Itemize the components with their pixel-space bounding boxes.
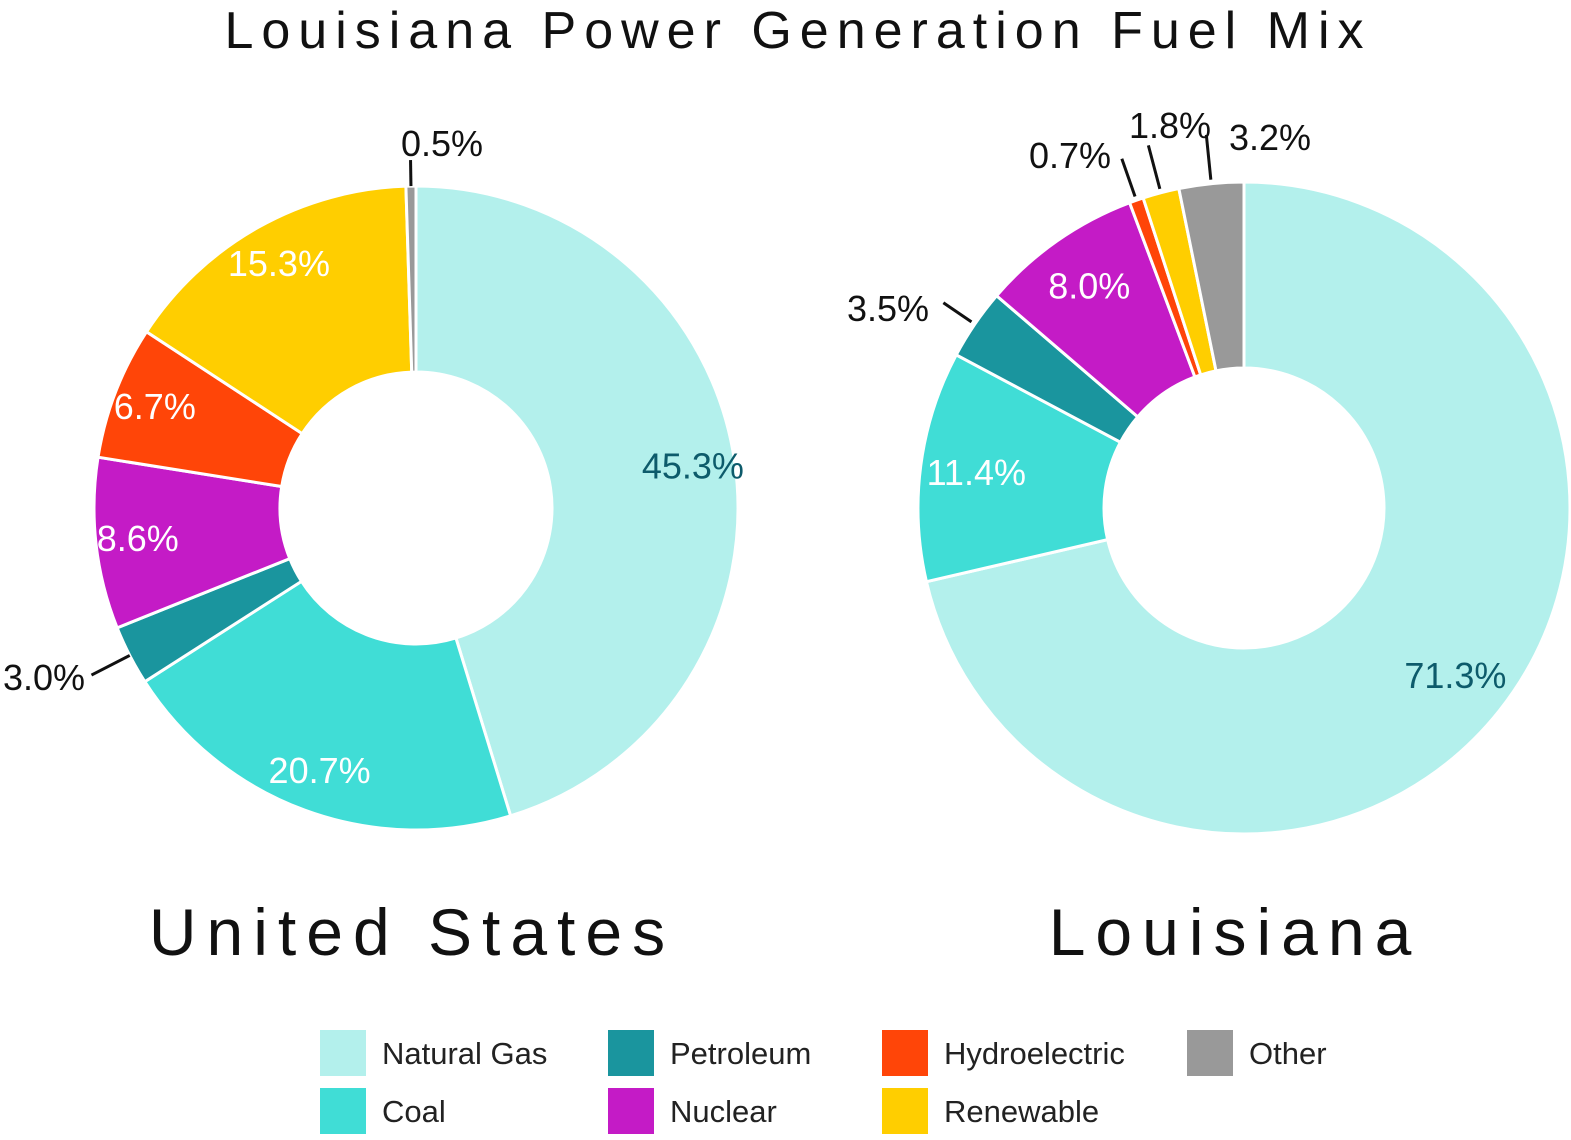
leader-line-petroleum [90, 654, 131, 677]
donut-louisiana: 71.3% 11.4% 3.5% 8.0% 0.7% 1.8% 3.2% [847, 105, 1571, 836]
slice-label-nuclear: 8.0% [1048, 266, 1130, 307]
legend-swatch-hydroelectric [882, 1030, 928, 1076]
slice-label-coal: 20.7% [269, 750, 371, 791]
slice-natural-gas [924, 180, 1571, 836]
legend-swatch-other [1187, 1030, 1233, 1076]
legend-swatch-renewable [882, 1088, 928, 1134]
legend-swatch-coal [320, 1088, 366, 1134]
slice-label-coal: 11.4% [927, 452, 1026, 493]
slice-label-other: 0.5% [401, 123, 483, 164]
slice-label-natural-gas: 71.3% [1404, 655, 1506, 696]
slice-coal [916, 352, 1123, 584]
slice-renewable [144, 184, 414, 436]
slice-label-petroleum: 3.5% [847, 288, 929, 329]
slice-natural-gas [414, 184, 740, 818]
slice-other [404, 184, 418, 374]
slice-label-renewable: 15.3% [228, 243, 330, 284]
slice-label-other: 3.2% [1229, 117, 1311, 158]
legend-swatch-natural-gas [320, 1030, 366, 1076]
slice-coal [142, 579, 513, 832]
donut-title-united-states: United States [149, 895, 675, 969]
legend-label-hydroelectric: Hydroelectric [944, 1036, 1125, 1071]
slice-label-petroleum: 3.0% [3, 657, 85, 698]
leader-line-hydroelectric [1120, 158, 1137, 198]
slice-label-renewable: 1.8% [1129, 105, 1211, 146]
legend-swatch-petroleum [608, 1030, 654, 1076]
leader-line-renewable [1146, 145, 1162, 190]
legend-label-other: Other [1249, 1036, 1327, 1071]
slice-label-hydroelectric: 6.7% [114, 386, 196, 427]
donut-united-states: 45.3% 20.7% 3.0% 8.6% 6.7% 15.3% 0.5% [3, 123, 744, 832]
legend-label-nuclear: Nuclear [670, 1094, 777, 1129]
slice-other [1177, 180, 1246, 373]
slice-label-hydroelectric: 0.7% [1029, 135, 1111, 176]
slice-label-natural-gas: 45.3% [642, 445, 744, 486]
donut-title-louisiana: Louisiana [1049, 895, 1422, 969]
legend-label-petroleum: Petroleum [670, 1036, 811, 1071]
legend-label-renewable: Renewable [944, 1094, 1099, 1129]
leader-line-petroleum [942, 301, 973, 324]
legend-label-natural-gas: Natural Gas [382, 1036, 547, 1071]
chart-title: Louisiana Power Generation Fuel Mix [224, 2, 1371, 60]
legend-swatch-nuclear [608, 1088, 654, 1134]
legend-label-coal: Coal [382, 1094, 446, 1129]
legend: Natural Gas Coal Petroleum Nuclear Hydroelec… [320, 1030, 1327, 1134]
leader-line-other [1204, 134, 1213, 180]
slice-label-nuclear: 8.6% [97, 518, 179, 559]
